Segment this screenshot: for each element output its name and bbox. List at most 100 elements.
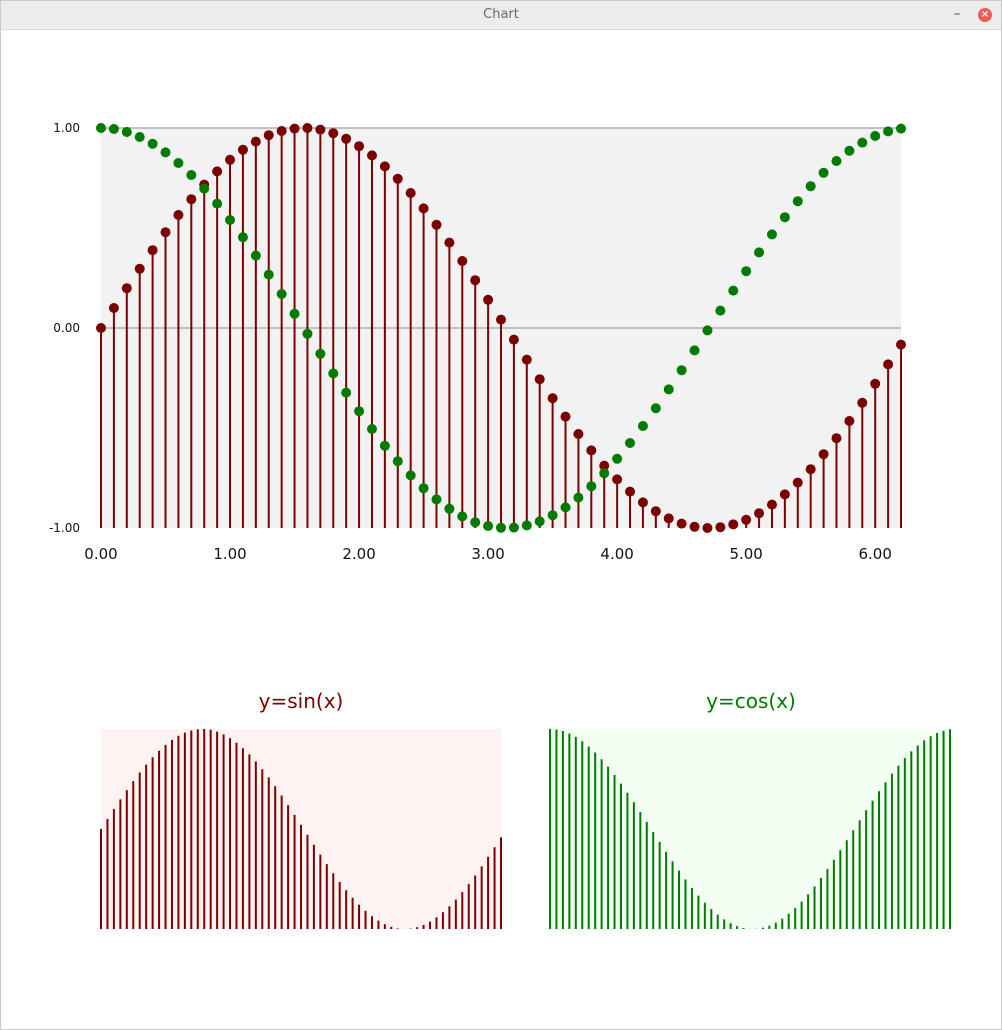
- sin-point: [883, 359, 894, 370]
- sin-point: [637, 497, 648, 508]
- sin-point: [341, 133, 352, 144]
- sin-point: [573, 429, 584, 439]
- x-tick-label: 2.00: [342, 545, 375, 563]
- cos-point: [534, 516, 545, 527]
- sin-point: [741, 514, 752, 525]
- cos-point: [366, 424, 377, 434]
- cos-point: [612, 453, 623, 464]
- cos-point: [637, 421, 648, 431]
- cos-point: [754, 247, 765, 258]
- sin-point: [586, 445, 597, 456]
- sin-point: [108, 303, 119, 313]
- sin-point: [186, 194, 197, 205]
- cos-point: [96, 123, 106, 133]
- sin-point: [625, 486, 636, 497]
- cos-point: [547, 510, 558, 521]
- cos-point: [134, 132, 145, 142]
- cos-point: [818, 167, 829, 178]
- cos-point: [573, 492, 584, 503]
- sin-point: [779, 489, 790, 500]
- sin-point: [250, 136, 261, 147]
- sin-point: [676, 518, 687, 529]
- sin-chart-title: y=sin(x): [259, 689, 344, 713]
- cos-point: [160, 147, 171, 158]
- sin-point: [715, 522, 726, 533]
- cos-point: [186, 170, 197, 180]
- y-tick-label: 1.00: [53, 121, 80, 135]
- cos-point: [147, 138, 158, 149]
- sin-point: [831, 433, 842, 444]
- sin-point: [496, 314, 506, 325]
- sin-point: [766, 499, 777, 510]
- sin-point: [792, 477, 803, 488]
- cos-point: [702, 325, 713, 336]
- cos-point: [805, 181, 816, 192]
- cos-point: [315, 348, 326, 359]
- sin-point: [599, 460, 610, 471]
- sin-point: [289, 123, 300, 134]
- sin-point: [844, 416, 855, 426]
- sin-point: [237, 144, 248, 155]
- cos-point: [496, 522, 506, 533]
- minimize-button[interactable]: –: [953, 6, 961, 22]
- sin-point: [173, 210, 184, 220]
- cos-point: [276, 289, 287, 299]
- cos-point: [212, 198, 223, 209]
- cos-point: [250, 250, 261, 261]
- cos-point: [792, 196, 803, 207]
- title-bar[interactable]: Chart – ×: [1, 1, 1001, 30]
- sin-point: [392, 173, 403, 184]
- sin-point: [276, 126, 287, 136]
- window-title: Chart: [483, 7, 519, 22]
- cos-point: [650, 403, 661, 414]
- close-button[interactable]: ×: [978, 8, 992, 22]
- cos-point: [766, 229, 777, 240]
- sin-point: [134, 263, 145, 274]
- sin-point: [896, 339, 906, 350]
- sin-point: [689, 521, 700, 532]
- x-tick-label: 1.00: [213, 545, 246, 563]
- cos-chart-title: y=cos(x): [706, 689, 796, 713]
- cos-plot-background: [550, 729, 950, 929]
- x-tick-label: 5.00: [729, 545, 762, 563]
- sin-point: [431, 219, 442, 230]
- sin-point: [857, 397, 868, 408]
- cos-point: [844, 145, 855, 156]
- cos-point: [121, 127, 132, 137]
- sin-point: [444, 237, 455, 248]
- cos-plot: [549, 729, 951, 929]
- sin-point: [663, 513, 674, 524]
- cos-point: [392, 456, 403, 467]
- cos-point: [508, 522, 519, 533]
- sin-point: [147, 245, 158, 256]
- sin-point: [212, 166, 223, 177]
- cos-point: [418, 483, 429, 494]
- cos-point: [444, 503, 455, 514]
- sin-point: [805, 464, 816, 475]
- cos-point: [741, 266, 752, 277]
- x-tick-label: 6.00: [858, 545, 891, 563]
- cos-point: [354, 406, 365, 417]
- cos-point: [263, 269, 274, 280]
- sin-point: [379, 161, 390, 172]
- cos-point: [663, 384, 674, 395]
- sin-point: [418, 203, 429, 214]
- sin-point: [547, 393, 558, 404]
- cos-point: [289, 308, 300, 319]
- cos-point: [676, 365, 687, 376]
- sin-point: [263, 130, 274, 141]
- cos-point: [483, 521, 494, 531]
- cos-point: [870, 131, 881, 141]
- cos-point: [470, 517, 481, 528]
- sin-point: [96, 323, 106, 333]
- cos-point: [857, 137, 868, 148]
- y-tick-label: -1.00: [49, 521, 80, 535]
- cos-point: [328, 368, 339, 379]
- sin-point: [612, 474, 623, 485]
- cos-point: [779, 212, 790, 223]
- sin-point: [650, 506, 661, 517]
- sin-point: [818, 449, 829, 460]
- cos-point: [883, 126, 894, 137]
- cos-point: [625, 438, 636, 448]
